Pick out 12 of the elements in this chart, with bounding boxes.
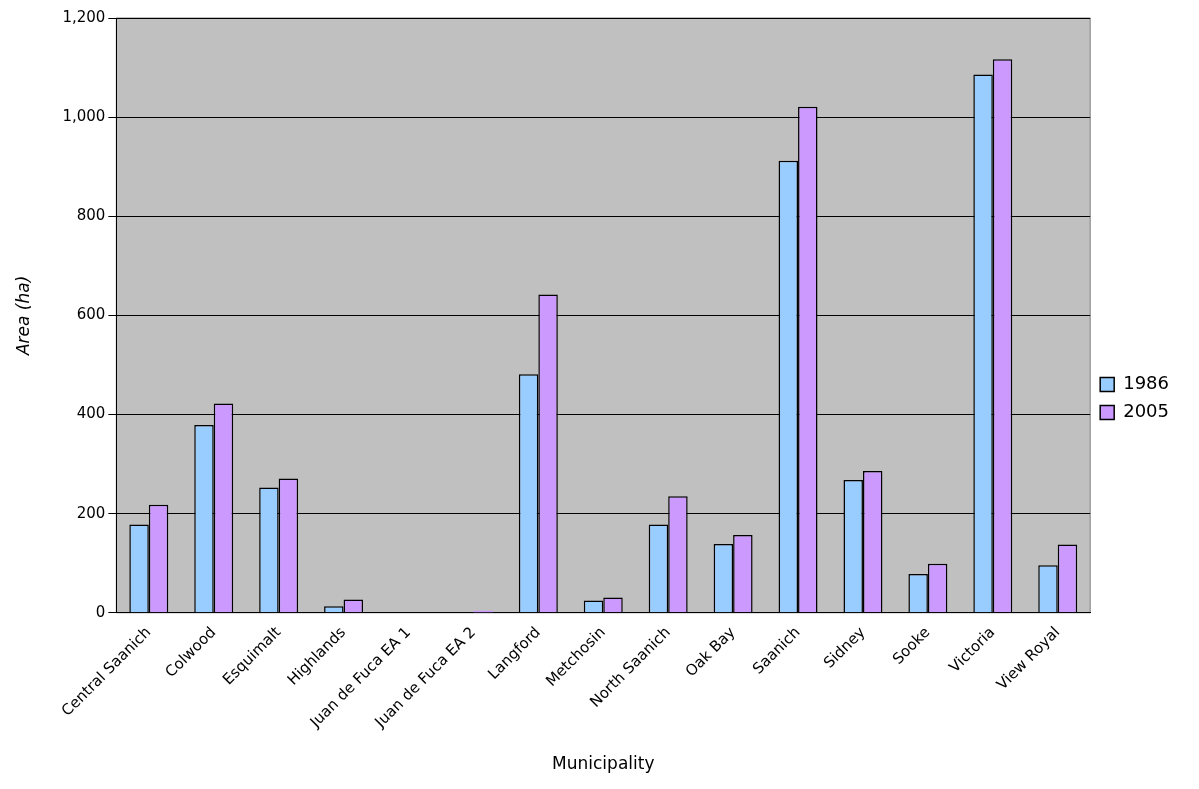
- y-tick-label: 1,200: [62, 7, 106, 26]
- x-tick-label: Oak Bay: [681, 622, 739, 681]
- y-tick-label: 0: [95, 602, 106, 621]
- x-axis-title: Municipality: [552, 753, 655, 774]
- legend-label: 1986: [1123, 372, 1169, 394]
- y-tick-label: 1,000: [62, 107, 106, 126]
- legend-label: 2005: [1123, 400, 1169, 422]
- y-tick-label: 400: [76, 404, 106, 423]
- y-axis-title: Area (ha): [12, 275, 33, 357]
- y-tick-label: 200: [76, 503, 106, 522]
- y-tick-label: 600: [76, 305, 106, 324]
- y-tick-label: 800: [76, 206, 106, 225]
